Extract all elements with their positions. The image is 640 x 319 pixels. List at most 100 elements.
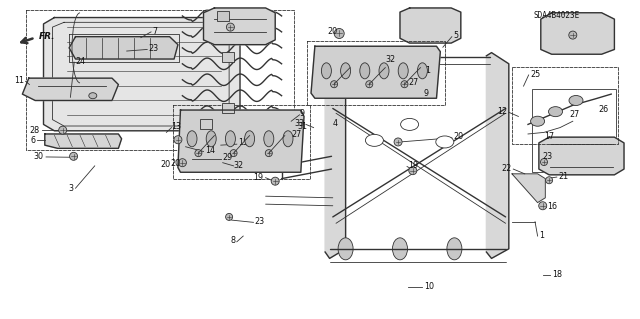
Text: 24: 24	[76, 57, 86, 66]
Circle shape	[539, 202, 547, 210]
Ellipse shape	[569, 95, 583, 106]
Polygon shape	[178, 110, 304, 172]
Polygon shape	[512, 174, 545, 203]
Bar	[200, 119, 212, 130]
Ellipse shape	[417, 63, 428, 79]
Text: 20: 20	[328, 27, 338, 36]
Circle shape	[334, 28, 344, 39]
Text: 25: 25	[530, 70, 540, 78]
Text: 12: 12	[497, 107, 508, 116]
Text: 26: 26	[598, 105, 609, 114]
Circle shape	[70, 152, 77, 160]
Text: 32: 32	[234, 161, 244, 170]
Ellipse shape	[244, 131, 255, 147]
Text: 7: 7	[152, 27, 157, 36]
Ellipse shape	[401, 118, 419, 130]
Circle shape	[541, 159, 547, 166]
Polygon shape	[325, 53, 346, 258]
Circle shape	[230, 150, 237, 157]
Text: 6: 6	[30, 136, 35, 145]
Ellipse shape	[321, 63, 332, 79]
Text: 28: 28	[29, 126, 40, 135]
Ellipse shape	[447, 238, 462, 260]
Text: 23: 23	[255, 217, 265, 226]
Ellipse shape	[392, 238, 408, 260]
Circle shape	[227, 23, 234, 31]
Bar	[532, 89, 616, 172]
Text: 31: 31	[298, 122, 308, 130]
Text: 10: 10	[424, 282, 434, 291]
Text: 27: 27	[291, 130, 301, 139]
Ellipse shape	[360, 63, 370, 79]
Ellipse shape	[398, 63, 408, 79]
Ellipse shape	[187, 131, 197, 147]
Ellipse shape	[225, 131, 236, 147]
Circle shape	[174, 136, 182, 144]
Ellipse shape	[264, 131, 274, 147]
Ellipse shape	[206, 131, 216, 147]
Text: 27: 27	[570, 110, 580, 119]
Ellipse shape	[283, 131, 293, 147]
Text: 1: 1	[539, 231, 544, 240]
Polygon shape	[539, 137, 624, 175]
Circle shape	[179, 159, 186, 167]
Circle shape	[366, 81, 372, 88]
Circle shape	[409, 167, 417, 175]
Text: 18: 18	[552, 270, 562, 279]
Text: 23: 23	[148, 44, 159, 53]
Text: 21: 21	[558, 172, 568, 181]
Circle shape	[226, 213, 232, 220]
Text: 19: 19	[408, 161, 419, 170]
Ellipse shape	[548, 107, 563, 117]
Text: 17: 17	[544, 132, 554, 141]
Circle shape	[569, 31, 577, 39]
Text: 27: 27	[408, 78, 419, 87]
Bar	[222, 103, 234, 114]
Ellipse shape	[365, 134, 383, 146]
Text: 20: 20	[453, 132, 463, 141]
Polygon shape	[44, 18, 240, 131]
Circle shape	[266, 150, 272, 157]
Text: 16: 16	[547, 202, 557, 211]
Circle shape	[271, 177, 279, 185]
Text: 20: 20	[161, 160, 171, 169]
Circle shape	[546, 177, 552, 184]
Text: 29: 29	[222, 153, 232, 162]
Text: 5: 5	[453, 31, 458, 40]
Ellipse shape	[436, 136, 454, 148]
Polygon shape	[204, 8, 275, 45]
Ellipse shape	[338, 238, 353, 260]
Polygon shape	[486, 53, 509, 258]
Polygon shape	[69, 37, 178, 59]
Text: FR.: FR.	[38, 32, 55, 41]
Polygon shape	[400, 8, 461, 43]
Circle shape	[59, 126, 67, 134]
Ellipse shape	[340, 63, 351, 79]
Text: 8: 8	[230, 236, 236, 245]
Text: 14: 14	[205, 146, 215, 155]
Circle shape	[331, 81, 337, 88]
Ellipse shape	[531, 116, 545, 126]
Text: 33: 33	[294, 119, 304, 128]
Ellipse shape	[89, 93, 97, 99]
Polygon shape	[22, 78, 118, 100]
Text: 11: 11	[14, 76, 24, 85]
Text: 19: 19	[253, 173, 264, 182]
Text: 30: 30	[187, 135, 197, 144]
Text: 23: 23	[543, 152, 553, 161]
Bar	[222, 52, 234, 63]
Text: 3: 3	[68, 184, 74, 193]
Circle shape	[394, 138, 402, 146]
Polygon shape	[311, 46, 440, 98]
Bar	[217, 11, 229, 21]
Circle shape	[401, 81, 408, 88]
Text: 22: 22	[502, 164, 512, 173]
Text: 20: 20	[170, 159, 180, 168]
Circle shape	[195, 150, 202, 157]
Ellipse shape	[379, 63, 389, 79]
Text: SDA4B4023E: SDA4B4023E	[534, 11, 580, 20]
Text: 15: 15	[238, 138, 248, 147]
Text: 13: 13	[172, 122, 182, 130]
Text: 4: 4	[333, 119, 338, 128]
Text: 9: 9	[300, 109, 305, 118]
